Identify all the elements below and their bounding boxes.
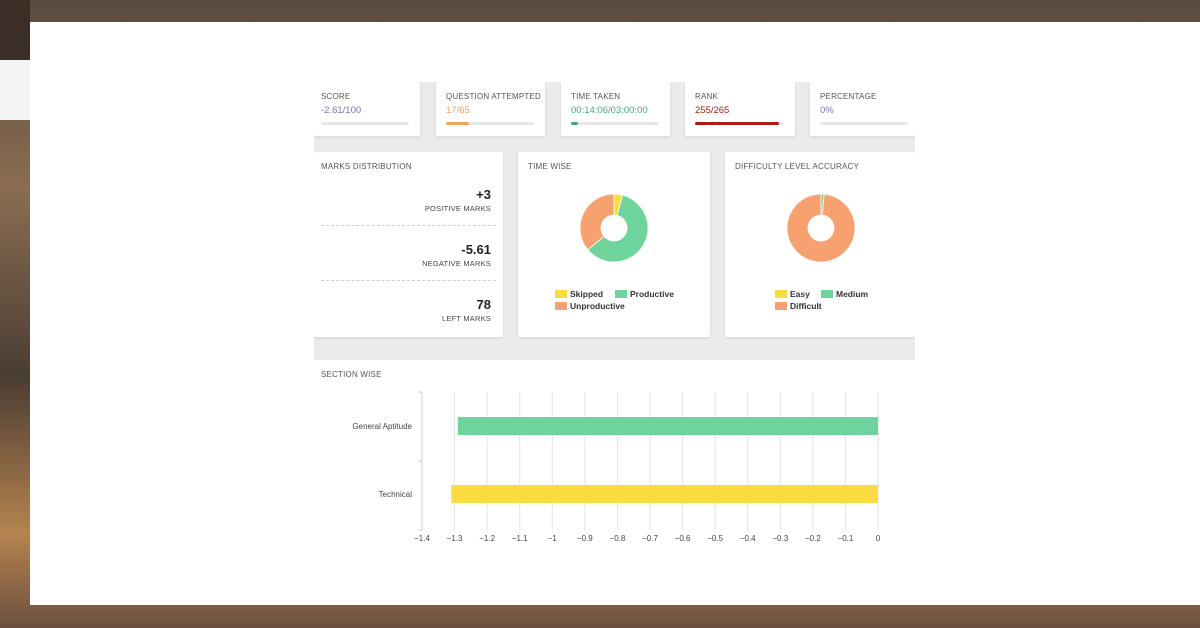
x-tick-label: −0.1 [838, 534, 854, 543]
x-tick-label: 0 [876, 534, 881, 543]
x-tick-label: −1.4 [414, 534, 430, 543]
stat-title: SCORE [321, 92, 351, 101]
legend-swatch-easy [775, 290, 787, 298]
x-tick-label: −0.3 [772, 534, 788, 543]
time-wise-slice-productive[interactable] [587, 194, 649, 263]
legend-swatch-skipped [555, 290, 567, 298]
stat-value: 0% [820, 105, 834, 116]
stat-title: TIME TAKEN [571, 92, 621, 101]
legend-unproductive[interactable]: Unproductive [555, 301, 625, 311]
left-marks-label: LEFT MARKS [442, 314, 491, 323]
marks-distribution-card: MARKS DISTRIBUTION +3 POSITIVE MARKS -5.… [314, 152, 503, 337]
x-tick-label: −0.4 [740, 534, 756, 543]
positive-marks-label: POSITIVE MARKS [424, 204, 491, 213]
section-wise-card: SECTION WISE −1.4 −1.3 −1.2 −1.1 −1 −0.9 −0.8−… [314, 360, 915, 544]
legend-label: Easy [790, 289, 810, 299]
x-tick-label: −0.5 [707, 534, 723, 543]
time-wise-card: TIME WISE Skipped Productive Unproductiv… [518, 152, 710, 337]
stat-title: QUESTION ATTEMPTED [446, 92, 542, 101]
x-tick-label: −1.2 [479, 534, 495, 543]
legend-skipped[interactable]: Skipped [555, 289, 603, 299]
y-category-label: General Aptitude [352, 422, 412, 431]
negative-marks: -5.61 NEGATIVE MARKS [422, 242, 491, 268]
legend-label: Unproductive [570, 301, 625, 311]
x-tick-label: −0.8 [610, 534, 626, 543]
stat-progress-track [820, 122, 908, 125]
stat-progress-track [695, 122, 783, 125]
stat-value: 255/265 [695, 105, 730, 116]
stat-card-rank: RANK 255/265 [685, 82, 795, 136]
stat-title: RANK [695, 92, 719, 101]
legend-swatch-medium [821, 290, 833, 298]
left-marks-value: 78 [476, 297, 491, 312]
legend-difficult[interactable]: Difficult [775, 301, 822, 311]
time-wise-donut-chart [579, 193, 649, 263]
x-tick-label: −0.7 [642, 534, 658, 543]
legend-label: Difficult [790, 301, 822, 311]
x-tick-label: −0.6 [675, 534, 691, 543]
stat-progress-fill [571, 122, 579, 125]
legend-swatch-productive [615, 290, 627, 298]
x-tick-label: −0.9 [577, 534, 593, 543]
y-category-label: Technical [379, 490, 413, 499]
legend-label: Medium [836, 289, 869, 299]
stat-card-time-taken: TIME TAKEN 00:14:06/03:00:00 [561, 82, 670, 136]
x-tick-label: −1 [548, 534, 558, 543]
legend-label: Skipped [570, 289, 604, 299]
positive-marks: +3 POSITIVE MARKS [425, 187, 491, 213]
divider [321, 280, 496, 281]
stat-card-score: SCORE -2.61/100 [314, 82, 420, 136]
legend-medium[interactable]: Medium [821, 289, 868, 299]
legend-swatch-difficult [775, 302, 787, 310]
stat-progress-track [446, 122, 534, 125]
legend-swatch-unproductive [555, 302, 567, 310]
bar-general-aptitude[interactable] [457, 417, 878, 435]
legend-productive[interactable]: Productive [615, 289, 674, 299]
legend-label: Productive [630, 289, 674, 299]
background-photo-strip [0, 0, 30, 60]
stat-progress-fill [446, 122, 469, 125]
stat-value: -2.61/100 [321, 105, 362, 116]
positive-marks-value: +3 [476, 187, 491, 202]
negative-marks-value: -5.61 [461, 242, 491, 257]
difficulty-slice-difficult[interactable] [786, 193, 856, 263]
stat-progress-track [321, 122, 409, 125]
card-title: TIME WISE [528, 162, 572, 171]
divider [321, 225, 496, 226]
bar-technical[interactable] [451, 485, 878, 503]
legend-easy[interactable]: Easy [775, 289, 810, 299]
card-title: DIFFICULTY LEVEL ACCURACY [735, 162, 859, 171]
card-title: MARKS DISTRIBUTION [321, 162, 412, 171]
left-marks: 78 LEFT MARKS [442, 297, 491, 323]
stat-progress-track [571, 122, 659, 125]
x-tick-label: −0.2 [805, 534, 821, 543]
time-wise-slice-unproductive[interactable] [579, 193, 615, 251]
background-light-band [0, 60, 30, 120]
stat-value: 00:14:06/03:00:00 [571, 105, 648, 116]
dashboard: SCORE -2.61/100 QUESTION ATTEMPTED 17/65… [314, 82, 915, 544]
stat-title: PERCENTAGE [820, 92, 877, 101]
section-wise-bar-chart: −1.4 −1.3 −1.2 −1.1 −1 −0.9 −0.8 −0.7 −0.6 −0.5 −0… [352, 391, 881, 543]
difficulty-donut-chart [786, 193, 856, 263]
x-tick-label: −1.3 [447, 534, 463, 543]
negative-marks-label: NEGATIVE MARKS [422, 259, 491, 268]
stat-value: 17/65 [446, 105, 470, 116]
stat-card-percentage: PERCENTAGE 0% [810, 82, 915, 136]
stat-card-attempted: QUESTION ATTEMPTED 17/65 [436, 82, 545, 136]
card-title: SECTION WISE [321, 370, 382, 379]
stat-progress-fill [695, 122, 780, 125]
difficulty-accuracy-card: DIFFICULTY LEVEL ACCURACY Easy Medium Di… [725, 152, 915, 337]
x-tick-label: −1.1 [512, 534, 528, 543]
